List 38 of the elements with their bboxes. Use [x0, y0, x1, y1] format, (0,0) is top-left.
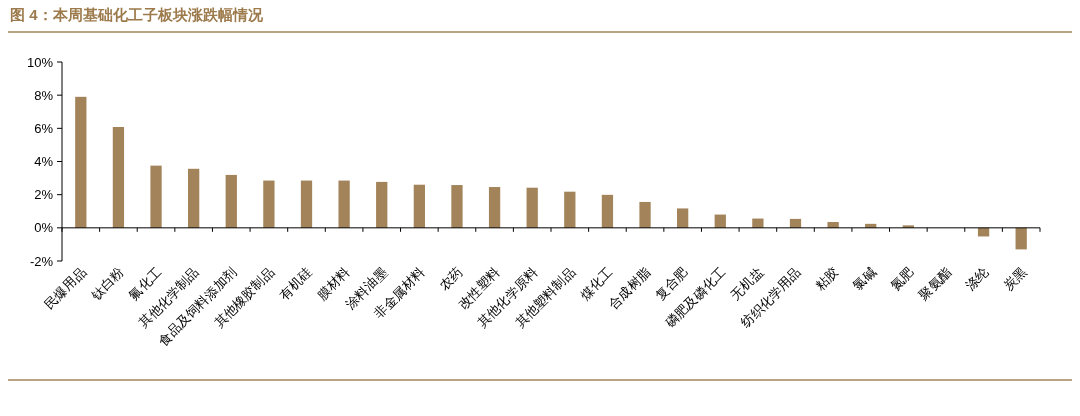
y-tick-label: 10% [26, 54, 54, 70]
y-tick-label: 8% [34, 87, 54, 103]
bar [300, 180, 313, 228]
bar [225, 174, 237, 228]
y-tick-label: 4% [34, 154, 54, 170]
bar [677, 208, 689, 228]
bar [451, 185, 463, 228]
x-tick-label: 涤纶 [962, 264, 992, 294]
y-tick-label: -2% [29, 253, 54, 269]
bar [564, 191, 576, 228]
x-tick-label: 有机硅 [276, 264, 315, 303]
bar [376, 181, 388, 228]
bar [752, 218, 764, 228]
bar [150, 165, 162, 228]
y-tick-label: 6% [34, 120, 54, 136]
y-tick-label: 2% [34, 187, 54, 203]
bar [188, 168, 200, 228]
x-tick-label: 炭黑 [1000, 264, 1030, 294]
bar [977, 227, 990, 237]
bar [338, 180, 350, 228]
bar [112, 127, 125, 228]
x-tick-label: 粘胶 [812, 264, 842, 294]
bar [639, 201, 651, 228]
y-tick-label: 0% [34, 220, 54, 236]
chart-title: 图 4：本周基础化工子板块涨跌幅情况 [10, 6, 264, 23]
bar [1015, 227, 1027, 250]
bar [827, 222, 839, 228]
x-tick-label: 聚氨酯 [915, 264, 955, 303]
bar [413, 184, 425, 228]
bar [488, 187, 501, 228]
x-tick-label: 农药 [436, 264, 466, 294]
bar [526, 187, 538, 228]
x-tick-label: 氮肥 [887, 264, 917, 294]
bar [601, 194, 614, 228]
x-tick-label: 钛白粉 [87, 264, 127, 304]
x-tick-label: 氯碱 [849, 264, 879, 294]
bar [75, 96, 87, 228]
bar [263, 180, 275, 228]
